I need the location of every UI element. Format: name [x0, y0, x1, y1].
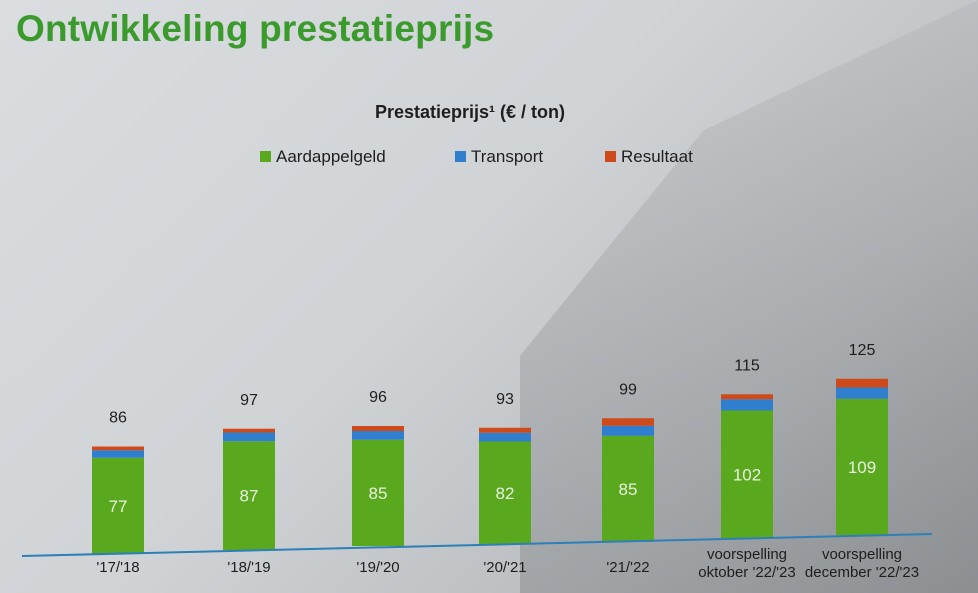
bar-segment-aardappelgeld — [602, 435, 654, 542]
bar-segment-resultaat — [721, 394, 773, 400]
legend-swatch-resultaat — [605, 151, 616, 162]
data-label-aardappelgeld: 109 — [848, 458, 876, 477]
x-tick-label: voorspelling — [707, 546, 787, 563]
bar-segment-aardappelgeld — [836, 398, 888, 535]
bar-segment-transport — [602, 425, 654, 436]
legend-label-resultaat: Resultaat — [621, 147, 693, 166]
legend-label-transport: Transport — [471, 147, 543, 166]
x-tick-label: '21/'22 — [606, 559, 649, 576]
bar-segment-transport — [721, 399, 773, 411]
legend: Aardappelgeld Transport Resultaat — [260, 147, 693, 166]
x-tick-label: december '22/'23 — [805, 564, 919, 581]
bar-segment-aardappelgeld — [92, 457, 144, 554]
data-label-aardappelgeld: 102 — [733, 465, 761, 484]
x-tick-label: '17/'18 — [96, 559, 139, 576]
bar-segment-aardappelgeld — [479, 441, 531, 544]
bar-segment-resultaat — [352, 426, 404, 431]
x-tick-label: '20/'21 — [483, 559, 526, 576]
bars-group: 77 86 '17/'18 87 97 '18/'19 85 96 '19/'20 82 93 '20… — [92, 342, 919, 581]
total-label: 115 — [734, 357, 760, 374]
total-label: 86 — [109, 410, 127, 427]
bar-segment-resultaat — [602, 418, 654, 426]
x-axis-line — [21, 533, 933, 557]
x-tick-label: oktober '22/'23 — [698, 564, 795, 581]
x-tick-label: '19/'20 — [356, 559, 399, 576]
bar-segment-transport — [92, 450, 144, 458]
page-title: Ontwikkeling prestatieprijs — [16, 8, 495, 49]
legend-swatch-transport — [455, 151, 466, 162]
total-label: 97 — [240, 392, 258, 409]
bar-segment-resultaat — [836, 378, 888, 388]
data-label-aardappelgeld: 77 — [109, 497, 128, 516]
bar-segment-transport — [352, 431, 404, 440]
bar-segment-resultaat — [223, 428, 275, 433]
x-tick-label: voorspelling — [822, 546, 902, 563]
bar-segment-aardappelgeld — [721, 410, 773, 538]
chart-title: Prestatieprijs¹ (€ / ton) — [375, 102, 565, 122]
data-label-aardappelgeld: 87 — [240, 487, 259, 506]
bar-segment-aardappelgeld — [352, 439, 404, 546]
total-label: 99 — [619, 381, 637, 398]
bar-segment-resultaat — [92, 446, 144, 451]
bar-segment-aardappelgeld — [223, 441, 275, 550]
bar-segment-transport — [836, 387, 888, 399]
data-label-aardappelgeld: 82 — [496, 484, 515, 503]
data-label-aardappelgeld: 85 — [619, 480, 638, 499]
total-label: 125 — [849, 342, 876, 359]
legend-swatch-aardappelgeld — [260, 151, 271, 162]
data-label-aardappelgeld: 85 — [369, 484, 388, 503]
legend-label-aardappelgeld: Aardappelgeld — [276, 147, 386, 166]
bar-segment-transport — [223, 432, 275, 442]
x-tick-label: '18/'19 — [227, 559, 270, 576]
bar-segment-resultaat — [479, 427, 531, 433]
bar-segment-transport — [479, 432, 531, 442]
total-label: 93 — [496, 391, 514, 408]
total-label: 96 — [369, 389, 387, 406]
